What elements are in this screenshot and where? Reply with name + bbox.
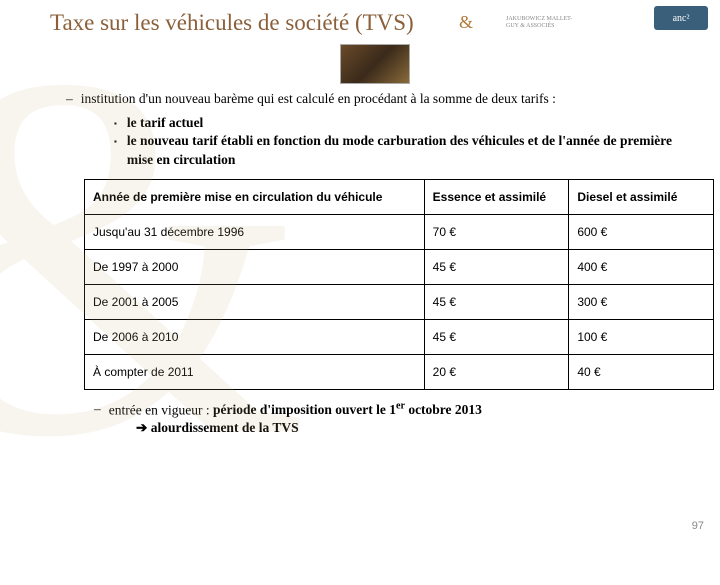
table-header-row: Année de première mise en circulation du… [85, 179, 714, 214]
table-row: Jusqu'au 31 décembre 1996 70 € 600 € [85, 214, 714, 249]
sub-bullet-text: le tarif actuel [127, 114, 203, 132]
cell-essence: 45 € [424, 319, 569, 354]
square-marker-icon: ▪ [114, 132, 117, 168]
anc-logo: anc² [654, 6, 708, 30]
col-header-essence: Essence et assimilé [424, 179, 569, 214]
slide-title: Taxe sur les véhicules de société (TVS) [50, 6, 420, 36]
dash-marker: – [94, 400, 101, 420]
square-marker-icon: ▪ [114, 114, 117, 132]
decorative-photo [340, 44, 410, 84]
ampersand-logo-icon: & [432, 6, 500, 40]
cell-diesel: 100 € [569, 319, 714, 354]
cell-period: Jusqu'au 31 décembre 1996 [85, 214, 425, 249]
table-row: De 2001 à 2005 45 € 300 € [85, 284, 714, 319]
footer-line1: entrée en vigueur : période d'imposition… [109, 400, 482, 420]
sub-bullet-list: ▪ le tarif actuel ▪ le nouveau tarif éta… [114, 114, 672, 169]
cell-period: De 2001 à 2005 [85, 284, 425, 319]
cell-diesel: 600 € [569, 214, 714, 249]
sub-bullet-text: le nouveau tarif établi en fonction du m… [127, 132, 672, 168]
cell-diesel: 40 € [569, 354, 714, 389]
arrow-icon: ➔ [136, 420, 147, 435]
content-block: – institution d'un nouveau barème qui es… [0, 90, 720, 436]
page-number: 97 [692, 520, 704, 532]
table-row: De 1997 à 2000 45 € 400 € [85, 249, 714, 284]
table-row: À compter de 2011 20 € 40 € [85, 354, 714, 389]
col-header-period: Année de première mise en circulation du… [85, 179, 425, 214]
logo-group: & JAKUBOWICZ MALLET-GUY & ASSOCIÉS anc² [432, 6, 708, 40]
table-row: De 2006 à 2010 45 € 100 € [85, 319, 714, 354]
cell-period: De 1997 à 2000 [85, 249, 425, 284]
firm-logo: JAKUBOWICZ MALLET-GUY & ASSOCIÉS [506, 6, 574, 40]
sub-bullet-2: ▪ le nouveau tarif établi en fonction du… [114, 132, 672, 168]
footer-line2: ➔ alourdissement de la TVS [136, 420, 672, 436]
footer-bullet: – entrée en vigueur : période d'impositi… [94, 400, 672, 420]
cell-diesel: 400 € [569, 249, 714, 284]
cell-essence: 20 € [424, 354, 569, 389]
cell-diesel: 300 € [569, 284, 714, 319]
col-header-diesel: Diesel et assimilé [569, 179, 714, 214]
cell-essence: 45 € [424, 249, 569, 284]
intro-text: institution d'un nouveau barème qui est … [81, 90, 556, 108]
slide-header: Taxe sur les véhicules de société (TVS) … [0, 0, 720, 40]
cell-essence: 70 € [424, 214, 569, 249]
tariff-table: Année de première mise en circulation du… [84, 179, 714, 390]
cell-period: De 2006 à 2010 [85, 319, 425, 354]
sub-bullet-1: ▪ le tarif actuel [114, 114, 672, 132]
cell-essence: 45 € [424, 284, 569, 319]
dash-marker: – [66, 90, 73, 108]
intro-bullet: – institution d'un nouveau barème qui es… [66, 90, 672, 108]
partner-logo [580, 6, 648, 40]
cell-period: À compter de 2011 [85, 354, 425, 389]
